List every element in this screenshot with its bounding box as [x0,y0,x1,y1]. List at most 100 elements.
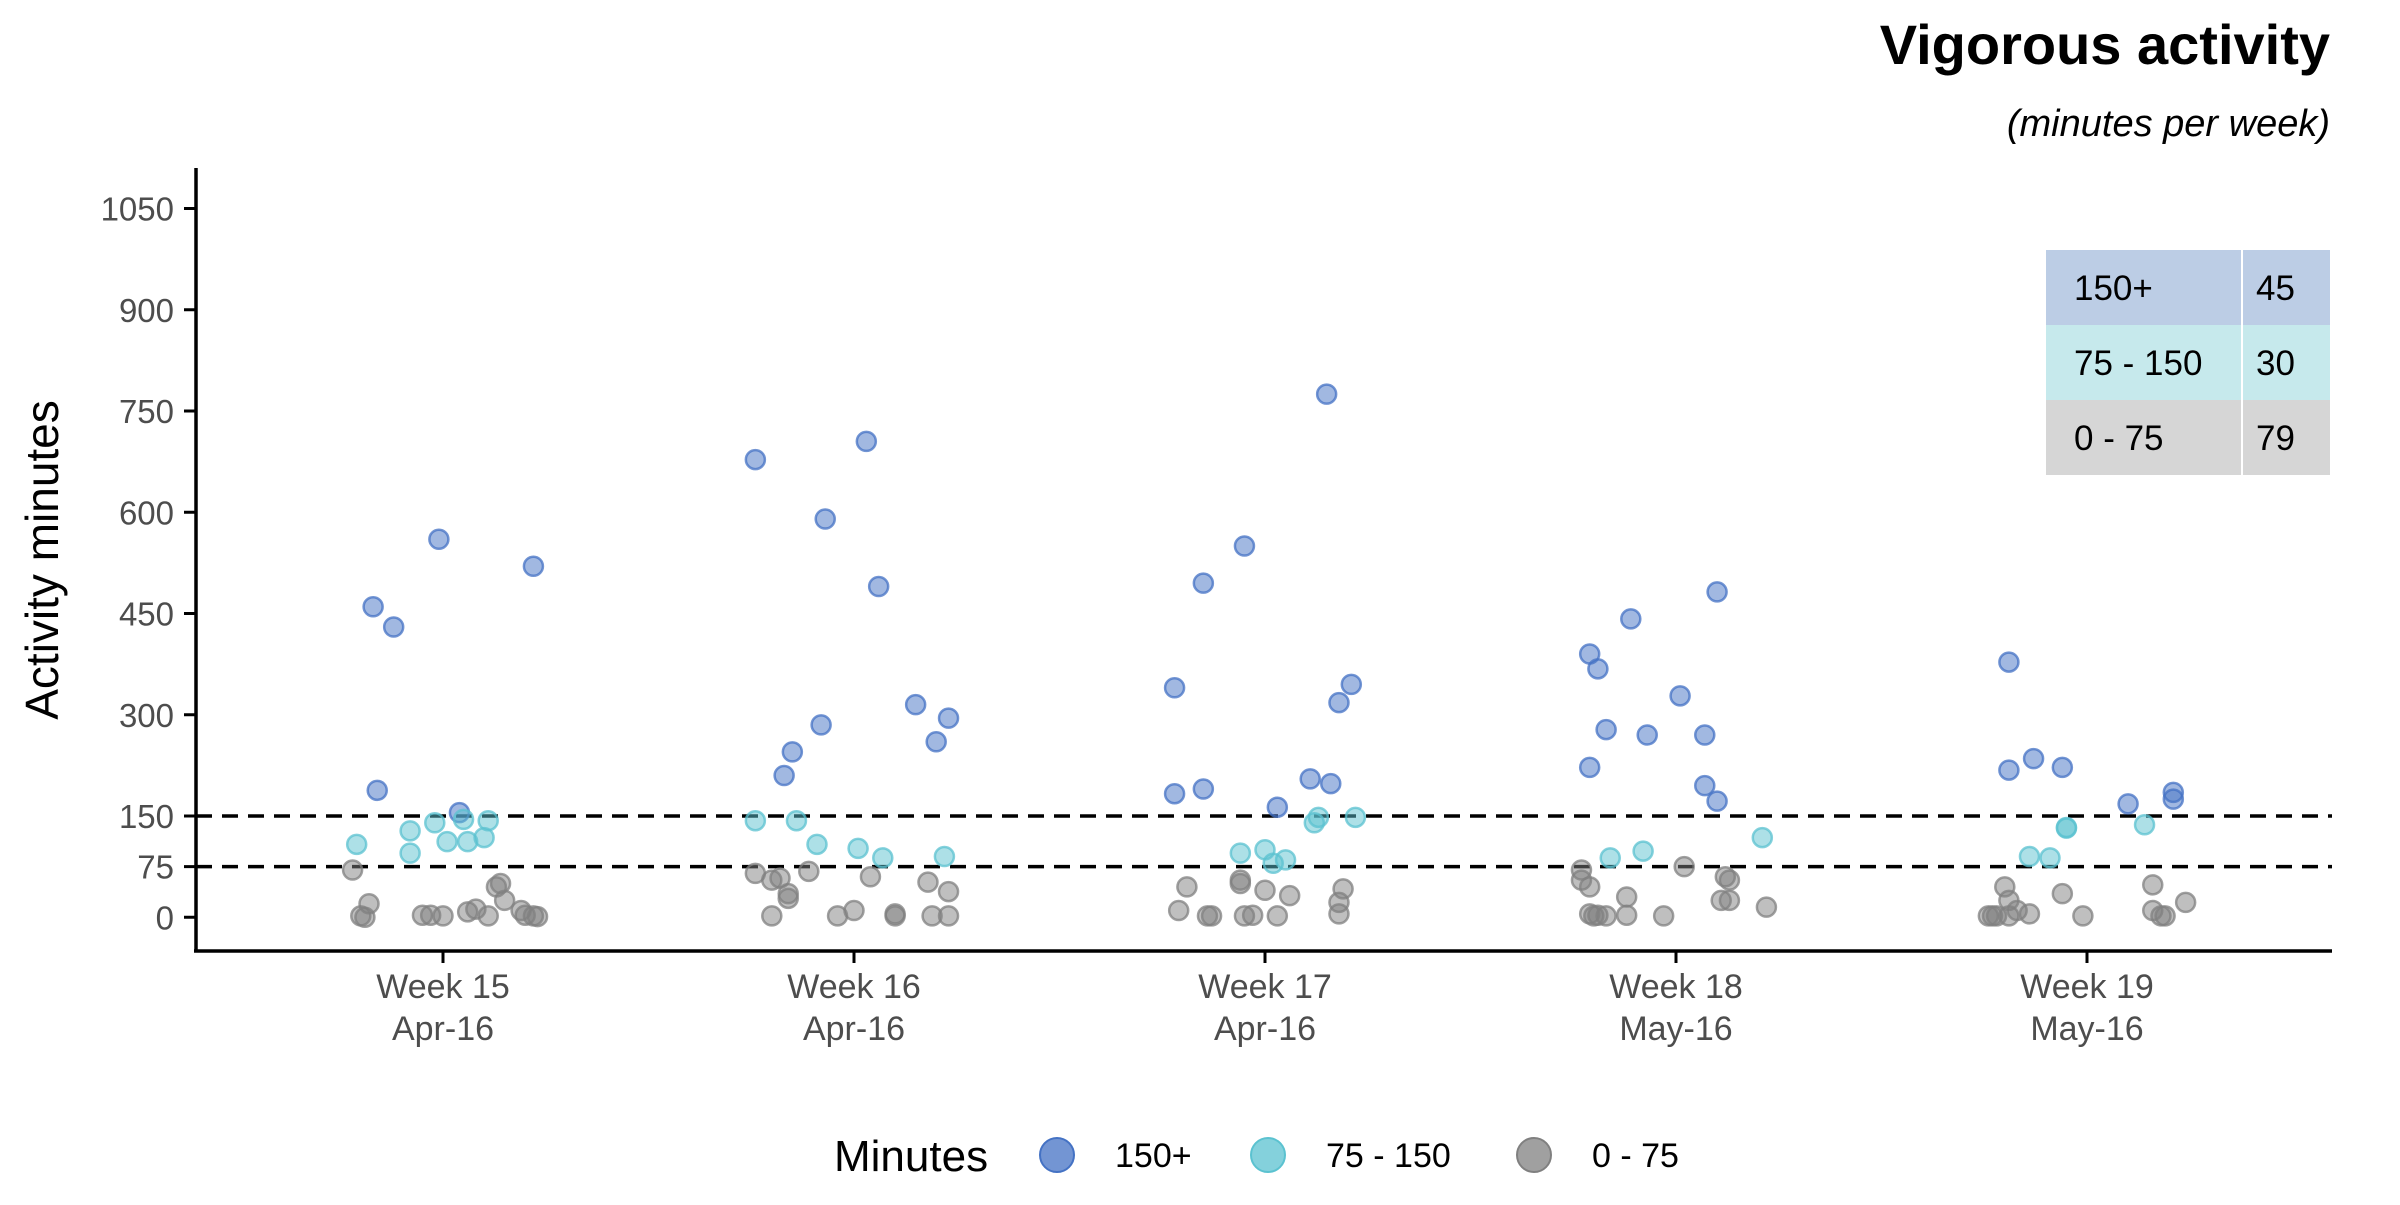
point-150 [2051,756,2074,779]
legend-label: 0 - 75 [1592,1137,1679,1175]
legend-key [1250,1137,1286,1173]
point-75-150 [2055,816,2078,839]
point-0-75 [1176,876,1198,898]
point-150 [1998,651,2020,673]
point-150 [2022,747,2045,770]
y-tick-label: 150 [119,798,174,835]
point-150 [1694,774,1716,797]
point-0-75 [493,889,516,912]
y-axis-label: Activity minutes [16,400,68,720]
point-75-150 [345,833,368,856]
point-75-150 [399,842,421,864]
point-75-150 [872,847,894,869]
point-0-75 [1200,905,1223,927]
point-0-75 [1167,899,1190,922]
point-0-75 [2154,905,2176,927]
y-tick-label: 0 [156,899,174,936]
x-ticks: Week 15 Apr-16 Week 16 Apr-16 Week 17 Apr-16 W… [376,951,2154,1048]
point-0-75 [341,859,364,881]
point-150 [1578,756,1601,779]
summary-row-bg [2046,400,2330,475]
x-tick-label-week: Week 15 [376,968,510,1006]
summary-row-count: 79 [2256,419,2295,458]
point-150 [1163,677,1186,699]
summary-row-bg [2046,325,2330,400]
point-0-75 [937,905,960,927]
point-150 [1706,790,1728,812]
point-0-75 [2018,903,2041,925]
point-0-75 [1254,879,1276,901]
point-0-75 [1266,905,1289,927]
summary-row-label: 150+ [2074,269,2153,308]
point-150 [904,693,927,716]
point-0-75 [1278,884,1301,907]
x-tick-label-month: Apr-16 [1214,1010,1316,1048]
chart-title: Vigorous activity [1880,13,2330,76]
point-0-75 [526,905,549,928]
point-0-75 [1578,876,1601,898]
point-150 [2117,793,2139,815]
point-0-75 [777,887,799,910]
point-150 [867,575,890,598]
point-150 [814,508,836,530]
point-150 [773,764,795,787]
point-75-150 [436,830,458,853]
point-150 [1266,796,1289,818]
point-75-150 [1344,806,1367,829]
x-tick-label-month: Apr-16 [392,1010,494,1048]
summary-row-count: 45 [2256,269,2295,308]
point-150 [1163,782,1186,805]
point-150 [744,448,767,471]
point-150 [781,741,804,763]
point-150 [428,528,450,550]
point-150 [382,616,405,638]
x-tick-label-week: Week 16 [787,968,921,1006]
point-75-150 [1632,840,1654,862]
y-tick-label: 750 [119,393,174,430]
point-75-150 [785,809,808,832]
legend-title: Minutes [834,1132,988,1181]
point-0-75 [1718,889,1741,912]
chart-subtitle: (minutes per week) [2007,103,2330,145]
point-0-75 [2051,882,2074,905]
data-points [341,383,2197,928]
point-75-150 [2133,814,2156,836]
point-150 [1340,673,1363,696]
point-75-150 [806,833,828,856]
point-150 [855,430,878,453]
point-0-75 [937,880,960,903]
y-tick-label: 600 [119,494,174,531]
point-150 [1706,581,1728,603]
point-0-75 [798,860,820,883]
point-150 [1636,724,1658,746]
point-75-150 [477,809,499,832]
point-75-150 [452,808,475,831]
point-0-75 [1595,905,1617,927]
y-tick-label: 900 [119,292,174,329]
y-tick-label: 1050 [101,191,174,228]
point-75-150 [933,845,956,868]
point-150 [1233,535,1256,557]
point-0-75 [432,905,454,927]
x-tick-label-week: Week 18 [1609,968,1743,1006]
x-tick-label-week: Week 19 [2020,968,2154,1006]
point-0-75 [1328,903,1350,925]
point-0-75 [2142,874,2164,896]
point-0-75 [1652,905,1675,927]
summary-row-label: 0 - 75 [2074,419,2164,458]
point-75-150 [1274,849,1297,871]
legend: Minutes 150+ 75 - 150 0 - 75 [834,1132,1679,1181]
point-150 [1998,759,2020,781]
legend-label: 150+ [1115,1137,1192,1175]
axes [194,168,2332,953]
point-0-75 [1615,904,1638,926]
point-0-75 [843,899,865,922]
point-0-75 [1615,886,1638,908]
point-0-75 [1241,904,1264,926]
point-0-75 [884,905,906,927]
point-0-75 [1229,872,1252,895]
x-tick-label-month: Apr-16 [803,1010,905,1048]
point-150 [1669,685,1691,707]
point-0-75 [1718,869,1741,891]
